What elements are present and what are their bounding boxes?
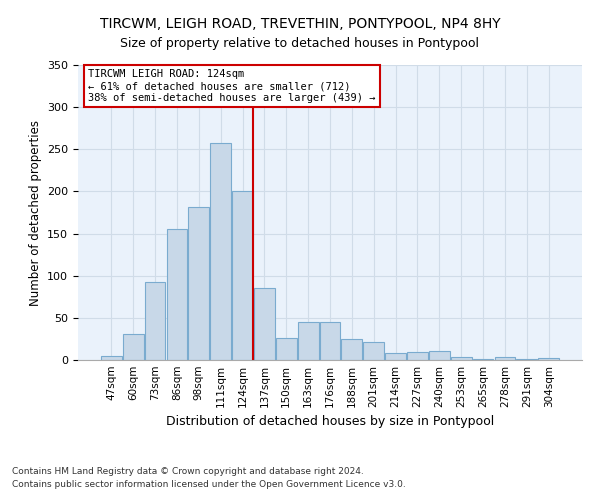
Bar [473,359,493,360]
Bar [385,354,406,360]
Bar [101,356,122,360]
Bar [451,356,472,360]
Text: TIRCWM, LEIGH ROAD, TREVETHIN, PONTYPOOL, NP4 8HY: TIRCWM, LEIGH ROAD, TREVETHIN, PONTYPOOL… [100,18,500,32]
X-axis label: Distribution of detached houses by size in Pontypool: Distribution of detached houses by size … [166,416,494,428]
Text: Contains public sector information licensed under the Open Government Licence v3: Contains public sector information licen… [12,480,406,489]
Bar [298,322,319,360]
Bar [407,352,428,360]
Bar [145,282,166,360]
Text: Contains HM Land Registry data © Crown copyright and database right 2024.: Contains HM Land Registry data © Crown c… [12,467,364,476]
Bar [517,359,537,360]
Bar [123,334,143,360]
Bar [254,288,275,360]
Bar [429,350,450,360]
Bar [276,338,296,360]
Bar [167,230,187,360]
Bar [232,192,253,360]
Bar [188,208,209,360]
Bar [210,142,231,360]
Bar [341,339,362,360]
Y-axis label: Number of detached properties: Number of detached properties [29,120,41,306]
Bar [364,342,384,360]
Bar [538,358,559,360]
Text: Size of property relative to detached houses in Pontypool: Size of property relative to detached ho… [121,38,479,51]
Text: TIRCWM LEIGH ROAD: 124sqm
← 61% of detached houses are smaller (712)
38% of semi: TIRCWM LEIGH ROAD: 124sqm ← 61% of detac… [88,70,376,102]
Bar [494,358,515,360]
Bar [320,322,340,360]
